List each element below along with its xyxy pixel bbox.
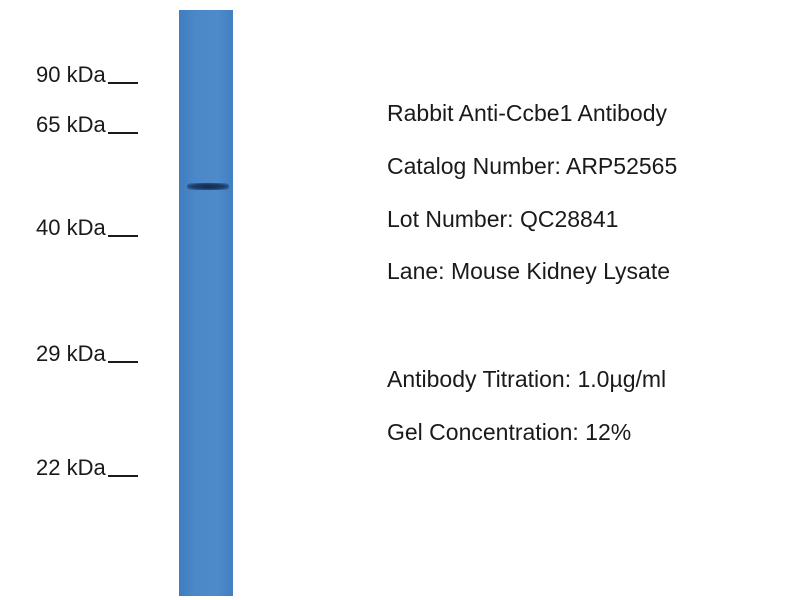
marker-tick: [107, 361, 138, 363]
marker-65kda: 65 kDa: [36, 112, 138, 138]
lot-number: Lot Number: QC28841: [387, 206, 619, 232]
blot-lane: [179, 10, 233, 596]
marker-tick: [107, 235, 138, 237]
marker-tick: [107, 475, 138, 477]
marker-tick: [107, 132, 138, 134]
marker-90kda: 90 kDa: [36, 62, 138, 88]
lane-description: Lane: Mouse Kidney Lysate: [387, 258, 670, 284]
marker-40kda: 40 kDa: [36, 215, 138, 241]
antibody-name: Rabbit Anti-Ccbe1 Antibody: [387, 100, 668, 126]
protein-band: [187, 183, 229, 190]
marker-tick: [107, 82, 138, 84]
gel-concentration: Gel Concentration: 12%: [387, 419, 632, 445]
marker-29kda: 29 kDa: [36, 341, 138, 367]
antibody-titration: Antibody Titration: 1.0µg/ml: [387, 366, 667, 392]
catalog-number: Catalog Number: ARP52565: [387, 153, 678, 179]
marker-22kda: 22 kDa: [36, 455, 138, 481]
